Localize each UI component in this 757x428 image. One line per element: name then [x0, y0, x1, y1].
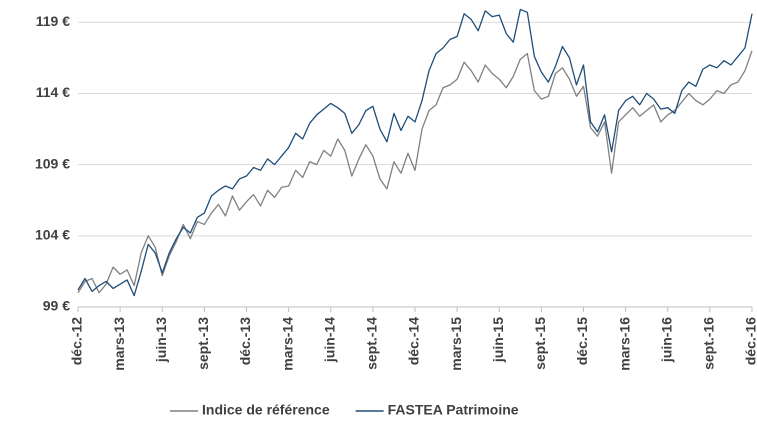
x-tick-label: juin-13	[153, 317, 169, 363]
x-tick-label: mars-14	[279, 317, 295, 371]
y-tick-label: 119 €	[36, 13, 70, 29]
x-tick-label: sept.-15	[532, 317, 548, 370]
x-tick-label: déc.-12	[69, 317, 85, 365]
series-line	[77, 8, 753, 297]
y-tick-label: 104 €	[35, 227, 70, 243]
x-tick-label: mars-13	[111, 317, 127, 371]
x-tick-label: juin-14	[321, 317, 337, 363]
legend-label: FASTEA Patrimoine	[388, 402, 519, 418]
x-tick-label: déc.-15	[574, 317, 590, 365]
x-tick-label: déc.-14	[406, 317, 422, 365]
y-tick-label: 99 €	[43, 298, 70, 314]
x-tick-label: sept.-16	[701, 317, 717, 370]
x-tick-label: juin-15	[490, 317, 506, 363]
y-tick-label: 109 €	[35, 155, 70, 171]
x-tick-label: déc.-16	[743, 317, 757, 365]
y-tick-label: 114 €	[36, 84, 70, 100]
x-tick-label: sept.-13	[195, 317, 211, 370]
x-tick-label: mars-15	[448, 317, 464, 371]
series-line	[77, 50, 753, 294]
x-tick-label: sept.-14	[364, 317, 380, 370]
legend-label: Indice de référence	[202, 402, 330, 418]
x-tick-label: juin-16	[658, 317, 674, 363]
x-tick-label: déc.-13	[237, 317, 253, 365]
x-tick-label: mars-16	[616, 317, 632, 371]
